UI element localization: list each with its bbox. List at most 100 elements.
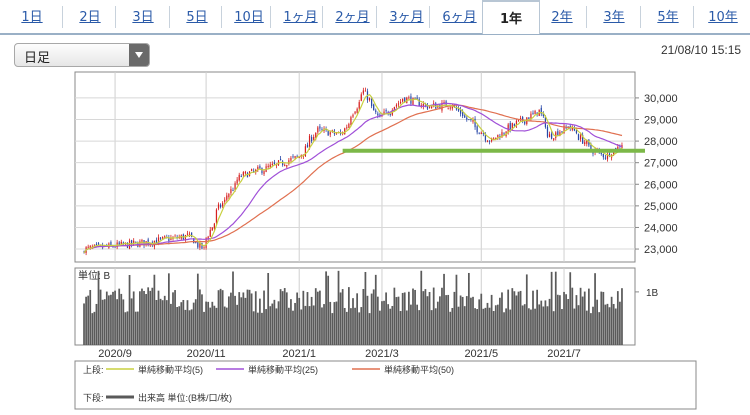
tab-13[interactable]: 5年 — [657, 10, 679, 25]
candle — [282, 160, 284, 167]
volume-bar — [265, 309, 267, 345]
candle — [519, 115, 522, 122]
volume-bar — [230, 292, 232, 345]
tab-4[interactable]: 5日 — [186, 10, 208, 25]
volume-bar — [420, 270, 423, 345]
volume-bar — [87, 295, 90, 345]
volume-bar — [478, 299, 481, 345]
candle — [321, 127, 323, 131]
candle — [606, 152, 609, 162]
volume-bar — [213, 305, 216, 345]
candle — [201, 242, 203, 250]
volume-bar — [219, 288, 222, 345]
volume-bar — [308, 306, 311, 345]
volume-bar — [577, 305, 580, 345]
candle — [420, 102, 422, 109]
volume-bar — [217, 290, 220, 345]
candle — [557, 128, 559, 137]
volume-bar — [190, 309, 193, 345]
volume-bar — [182, 299, 185, 345]
x-tick-label: 2021/3 — [365, 348, 399, 360]
volume-bar — [385, 292, 387, 345]
volume-bar — [165, 300, 168, 345]
volume-bar — [461, 296, 464, 345]
candle — [232, 187, 234, 192]
tab-7[interactable]: 2ヶ月 — [335, 10, 370, 25]
volume-bar — [412, 288, 414, 345]
legend-group-lower: 下段: — [83, 392, 104, 403]
volume-bar — [238, 292, 241, 345]
volume-bar — [416, 304, 419, 345]
volume-bar — [294, 302, 296, 345]
tab-1[interactable]: 1日 — [21, 10, 43, 25]
tab-separator — [270, 6, 271, 28]
volume-bar — [554, 271, 557, 345]
volume-bar — [507, 289, 510, 345]
volume-bar — [565, 294, 567, 345]
volume-bar — [608, 307, 611, 345]
candle — [466, 115, 468, 122]
volume-bar — [333, 302, 336, 345]
volume-bar — [136, 311, 139, 345]
candle — [368, 97, 371, 102]
volume-bar — [196, 273, 199, 345]
volume-bar — [544, 300, 547, 345]
candle — [191, 232, 193, 238]
tab-12[interactable]: 3年 — [603, 10, 625, 25]
volume-bar — [374, 274, 377, 345]
volume-bar — [604, 304, 607, 345]
volume-bar — [341, 289, 344, 345]
tab-6[interactable]: 1ヶ月 — [283, 10, 318, 25]
volume-bar — [130, 298, 133, 345]
volume-tick-label: 1B — [646, 288, 659, 299]
candle — [219, 203, 222, 209]
volume-bar — [240, 297, 243, 345]
volume-bar — [538, 304, 541, 345]
date-x-axis: 2020/9 2020/11 2021/1 2021/3 2021/5 2021/7 — [98, 348, 581, 360]
volume-bar — [134, 311, 137, 345]
volume-bar — [184, 309, 187, 345]
volume-bar — [201, 294, 203, 345]
candle — [470, 118, 472, 122]
volume-bar — [232, 271, 234, 345]
volume-bar — [542, 306, 545, 345]
volume-bar — [350, 308, 352, 345]
volume-bar — [567, 299, 570, 345]
volume-bar — [174, 290, 176, 345]
legend: 上段: 単純移動平均(5) 単純移動平均(25) 単純移動平均(50) 下段: 出来高 単… — [83, 364, 454, 403]
tab-14[interactable]: 10年 — [708, 10, 738, 25]
volume-bar — [579, 287, 582, 345]
candle — [358, 99, 360, 111]
legend-item: 単純移動平均(5) — [138, 364, 203, 375]
candle — [286, 164, 288, 169]
candle — [257, 165, 259, 172]
volume-bar — [397, 296, 400, 345]
volume-bar — [147, 287, 150, 345]
volume-bar — [395, 297, 398, 345]
volume-bar — [292, 310, 294, 345]
candle — [354, 110, 356, 115]
tab-5[interactable]: 10日 — [234, 10, 264, 25]
tab-8[interactable]: 3ヶ月 — [389, 10, 424, 25]
tab-11[interactable]: 2年 — [551, 10, 573, 25]
tab-9[interactable]: 6ヶ月 — [442, 10, 477, 25]
volume-bar — [501, 292, 503, 345]
tab-3[interactable]: 3日 — [132, 10, 154, 25]
candle — [399, 99, 402, 105]
candle — [159, 236, 162, 241]
candle-period-select[interactable]: 日足 — [14, 43, 150, 67]
volume-bar — [592, 306, 594, 345]
volume-bar — [474, 308, 476, 345]
volume-bar — [552, 311, 555, 345]
tab-2[interactable]: 2日 — [79, 10, 101, 25]
volume-bar — [211, 301, 214, 345]
legend-group-upper: 上段: — [83, 364, 104, 375]
volume-bar — [612, 303, 615, 345]
volume-bar — [453, 291, 456, 345]
volume-bar — [157, 290, 160, 345]
candle — [447, 107, 449, 110]
volume-bar — [581, 296, 584, 345]
volume-bar — [391, 305, 394, 345]
candle — [582, 132, 584, 144]
tab-10[interactable]: 1年 — [482, 0, 540, 34]
